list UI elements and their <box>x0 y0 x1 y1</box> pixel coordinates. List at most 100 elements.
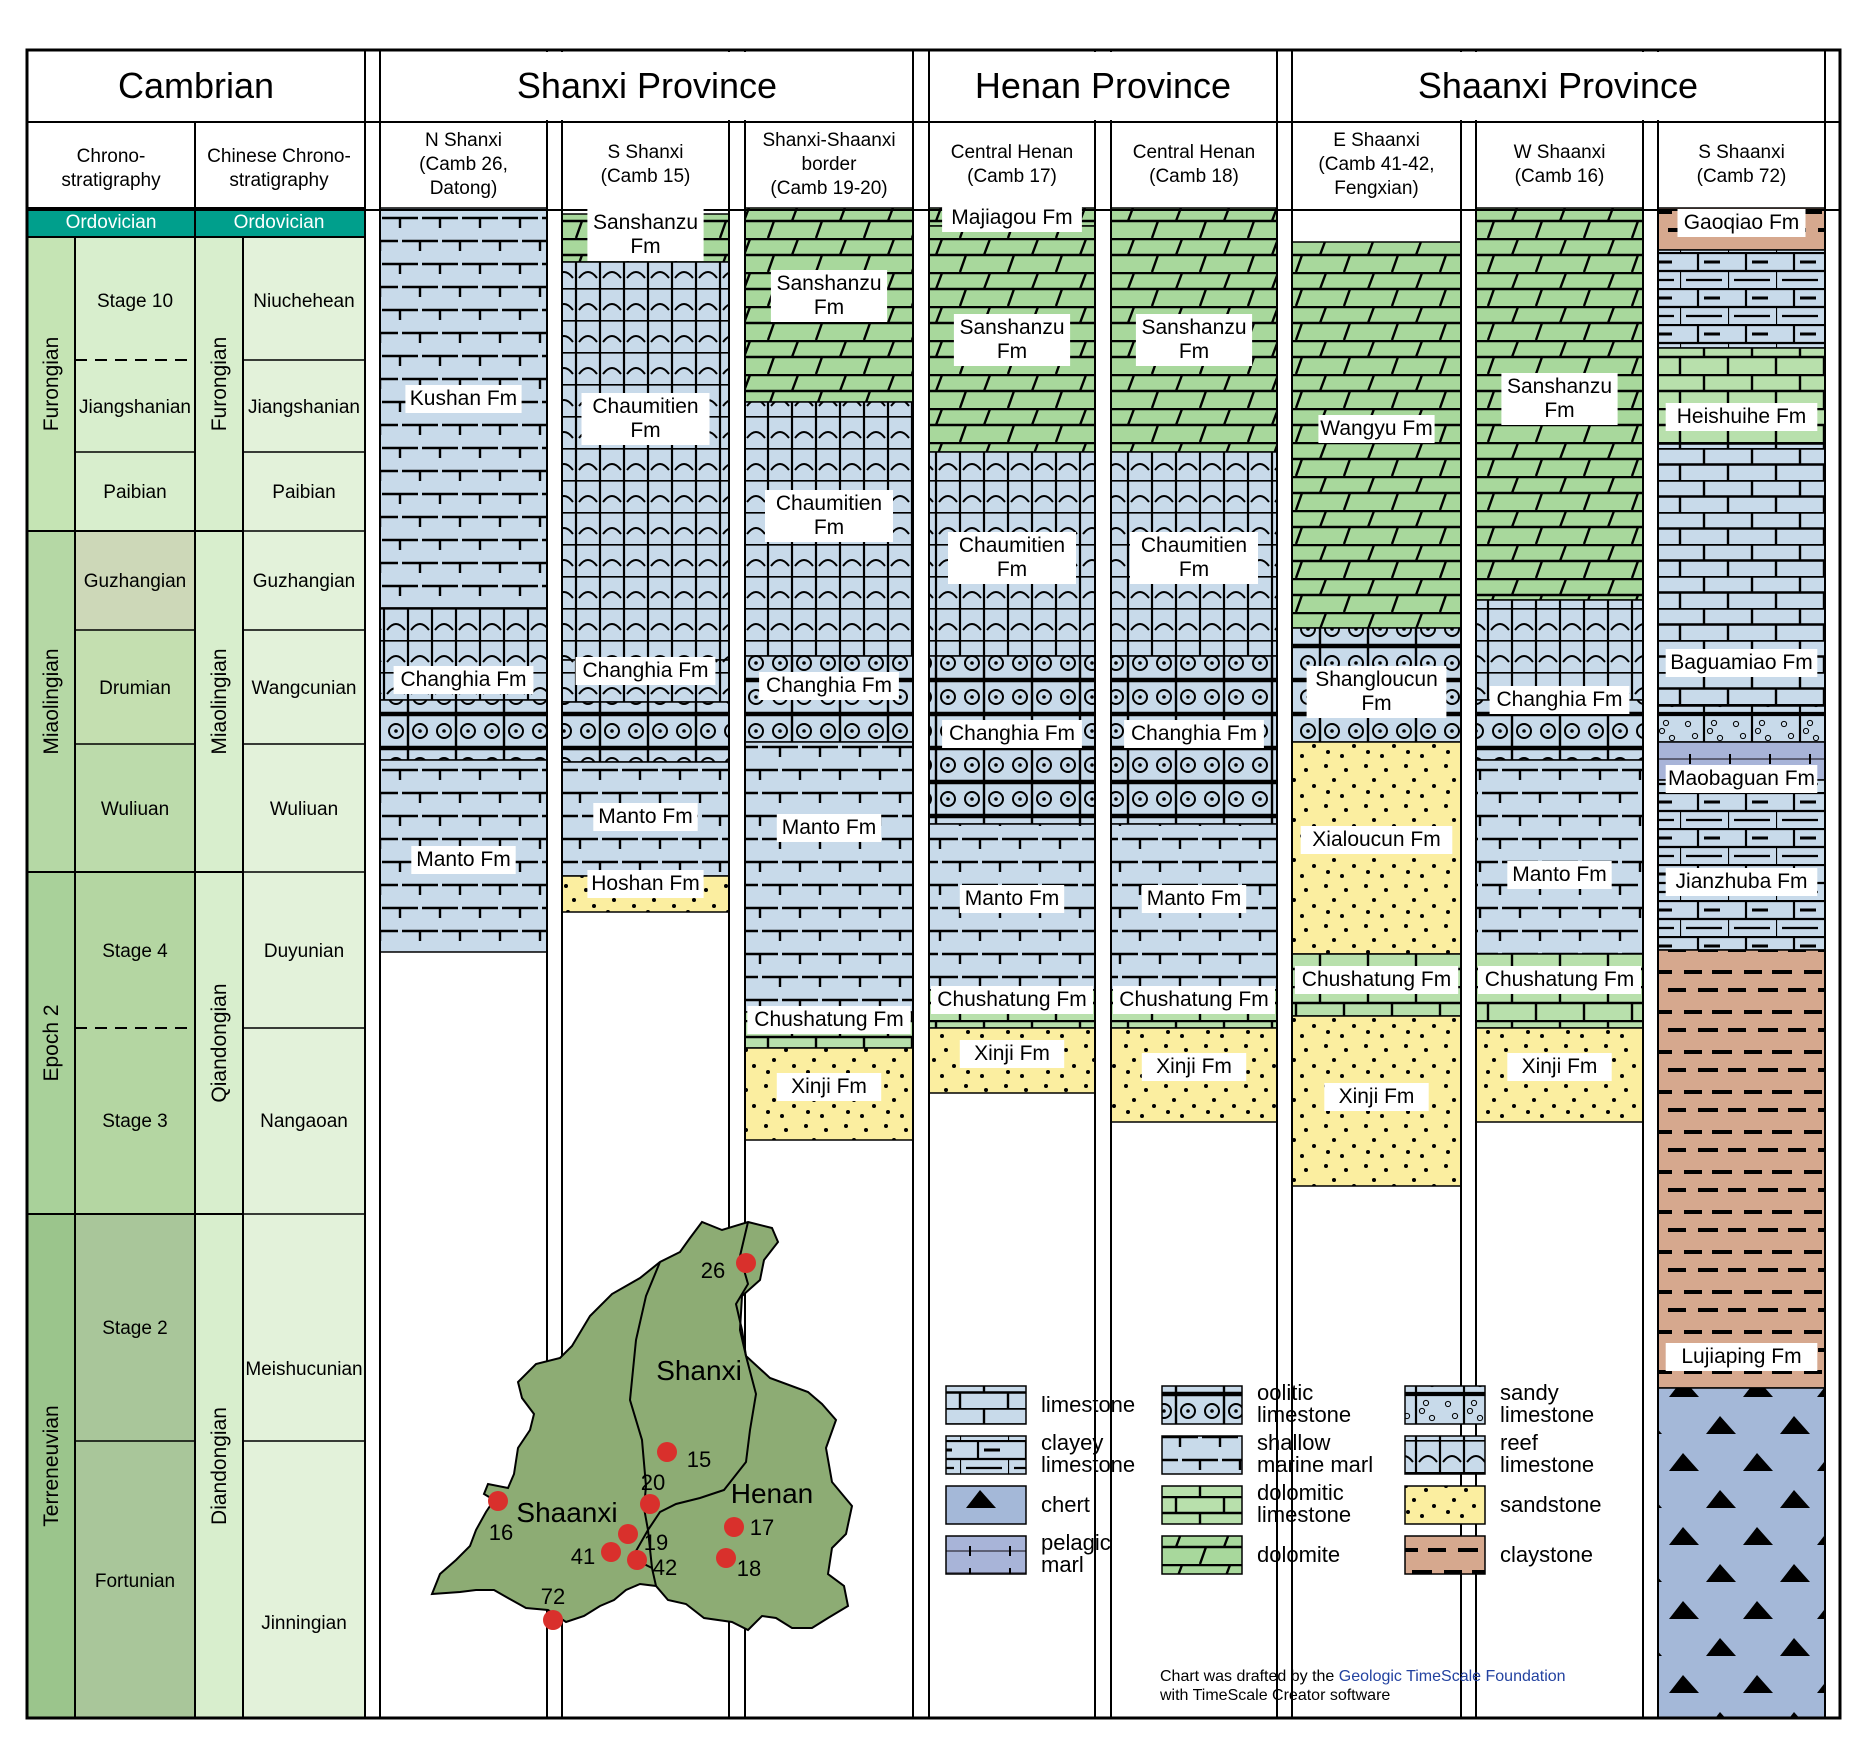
chinese-series-label: Miaolingian <box>208 648 231 754</box>
formation-label-box <box>959 1040 1065 1068</box>
formation-label: Manto Fm <box>1147 887 1242 910</box>
chinese-stage-label: Duyunian <box>264 941 344 962</box>
legend-label: limestone <box>1500 1402 1594 1427</box>
formation-label-box <box>942 204 1082 232</box>
province-header-shaanxi: Shaanxi Province <box>1418 65 1698 106</box>
formation-label-box <box>1665 403 1818 431</box>
legend-swatch-dolomitic-limestone <box>1161 1485 1243 1525</box>
column-header-c3: Shanxi-Shaanxi <box>762 130 895 151</box>
map-label-shaanxi: Shaanxi <box>516 1497 617 1528</box>
column-header-c5: Central Henan <box>1133 142 1256 163</box>
province-header-henan: Henan Province <box>975 65 1231 106</box>
formation-label-box <box>1324 1083 1429 1111</box>
formation-label-box <box>776 814 882 842</box>
intl-stage-label: Stage 3 <box>102 1111 168 1132</box>
formation-label: Chushatung Fm <box>937 988 1086 1011</box>
column-header-c2: (Camb 15) <box>601 166 691 187</box>
formation-label: Majiagou Fm <box>951 206 1072 229</box>
formation-label: Xialoucun Fm <box>1312 828 1440 851</box>
formation-label: Manto Fm <box>965 887 1060 910</box>
intl-series-label: Furongian <box>40 337 63 432</box>
map-site-18 <box>716 1548 736 1568</box>
column-header-c6: (Camb 41-42, <box>1318 154 1434 175</box>
formation-label-box <box>765 490 893 542</box>
map-site-label: 26 <box>701 1258 725 1283</box>
ordovician-label: Ordovician <box>234 212 325 233</box>
map-site-15 <box>657 1442 677 1462</box>
intl-stage-label: Drumian <box>99 678 171 699</box>
unit-c2-oolitic-limestone <box>561 701 730 763</box>
legend-label: limestone <box>1041 1392 1135 1417</box>
formation-label: Fm <box>814 296 844 319</box>
intl-series-band <box>27 872 75 1214</box>
legend-label: clayey <box>1041 1430 1103 1455</box>
formation-label: Xinji Fm <box>1339 1085 1415 1108</box>
legend-swatch-shallow-marine-marl <box>1161 1435 1243 1475</box>
formation-label: Chaumitien <box>1141 534 1247 557</box>
map-site-label: 17 <box>750 1515 774 1540</box>
chinese-stage-label: Meishucunian <box>245 1359 362 1380</box>
legend-label: claystone <box>1500 1542 1593 1567</box>
column-header-c1: (Camb 26, <box>419 154 508 175</box>
chinese-series-label: Qiandongian <box>208 983 231 1102</box>
column-header-c4: Central Henan <box>951 142 1074 163</box>
map-site-26 <box>736 1253 756 1273</box>
chinese-stage-label: Jiangshanian <box>248 397 360 418</box>
foundation-link[interactable]: Geologic TimeScale Foundation <box>1339 1668 1566 1685</box>
formation-label: Chushatung Fm <box>1302 968 1451 991</box>
formation-label: Manto Fm <box>782 816 877 839</box>
formation-label-box <box>1306 666 1447 718</box>
formation-label: Sanshanzu <box>1507 375 1612 398</box>
intl-series-label: Epoch 2 <box>40 1004 63 1081</box>
map-site-label: 18 <box>737 1556 761 1581</box>
formation-label: Baguamiao Fm <box>1670 651 1812 674</box>
formation-label-box <box>1501 373 1618 425</box>
intl-series-label: Terreneuvian <box>40 1405 63 1526</box>
formation-label: Jianzhuba Fm <box>1676 870 1808 893</box>
formation-label-box <box>1294 966 1459 994</box>
formation-label: Shangloucun <box>1315 668 1438 691</box>
chinese-stage-label: Niuchehean <box>253 291 354 312</box>
legend-label: chert <box>1041 1492 1090 1517</box>
formation-label: Sanshanzu <box>959 316 1064 339</box>
map-site-label: 15 <box>687 1447 711 1472</box>
column-header-c7: W Shaanxi <box>1514 142 1606 163</box>
map-site-label: 72 <box>541 1584 565 1609</box>
legend-label: limestone <box>1041 1452 1135 1477</box>
formation-label: Lujiaping Fm <box>1681 1345 1801 1368</box>
map-site-16 <box>488 1491 508 1511</box>
formation-label: Chushatung Fm <box>1485 968 1634 991</box>
province-header-shanxi: Shanxi Province <box>517 65 777 106</box>
formation-label: Hoshan Fm <box>591 872 700 895</box>
formation-label: Sanshanzu <box>1141 316 1246 339</box>
chinese-stage-label: Jinningian <box>261 1613 347 1634</box>
formation-label-box <box>959 885 1065 913</box>
legend-label: oolitic <box>1257 1380 1313 1405</box>
intl-series-band <box>27 1214 75 1718</box>
formation-label: Changhia Fm <box>766 674 892 697</box>
legend-swatch-oolitic-limestone <box>1161 1385 1243 1425</box>
column-header-c5: (Camb 18) <box>1149 166 1239 187</box>
formation-label-box <box>593 803 698 831</box>
formation-label: Changhia Fm <box>949 722 1075 745</box>
formation-label: Chaumitien <box>776 492 882 515</box>
intl-series-band <box>27 237 75 531</box>
formation-label-box <box>931 986 1093 1014</box>
intl-stage-label: Stage 10 <box>97 291 173 312</box>
formation-label-box <box>1665 868 1818 896</box>
legend-label: sandstone <box>1500 1492 1602 1517</box>
formation-label: Sanshanzu <box>593 211 698 234</box>
column-header-c6: Fengxian) <box>1334 178 1419 199</box>
credit-line: Chart was drafted by the Geologic TimeSc… <box>1160 1668 1566 1685</box>
formation-label: Changhia Fm <box>400 668 526 691</box>
formation-label: Changhia Fm <box>582 659 708 682</box>
formation-label: Changhia Fm <box>1496 688 1622 711</box>
unit-c8-clayey-limestone <box>1657 249 1826 349</box>
legend-swatch-limestone <box>945 1385 1027 1425</box>
formation-label-box <box>948 532 1076 584</box>
unit-c3-shallow-marine-marl <box>744 741 914 1013</box>
formation-label-box <box>393 666 534 694</box>
credit-line-2: with TimeScale Creator software <box>1159 1687 1390 1704</box>
map-label-shanxi: Shanxi <box>656 1355 742 1386</box>
unit-c8-clayey-limestone <box>1657 779 1826 951</box>
